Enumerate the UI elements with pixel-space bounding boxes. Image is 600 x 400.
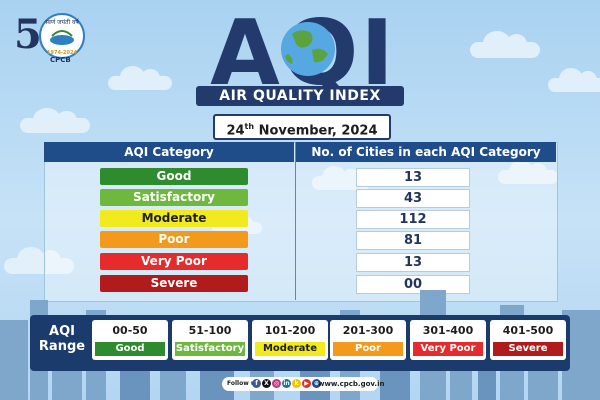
aqi-title: AQI [210, 6, 394, 92]
x-icon[interactable]: X [262, 379, 271, 388]
category-very-poor: Very Poor [100, 253, 248, 270]
range-value: 101-200 [264, 324, 316, 337]
count-good: 13 [356, 168, 470, 187]
cloud-decoration [20, 107, 90, 133]
cloud-decoration [108, 66, 172, 90]
category-moderate: Moderate [100, 210, 248, 227]
count-satisfactory: 43 [356, 189, 470, 208]
date-suffix: th [244, 122, 255, 131]
range-category-name: Severe [493, 342, 563, 356]
range-category-name: Very Poor [413, 342, 483, 356]
category-poor: Poor [100, 231, 248, 248]
aqi-range-label: AQI Range [36, 324, 88, 354]
logo-hindi-tagline: स्वर्ण जयंती वर्ष [45, 18, 80, 26]
table-divider [295, 142, 296, 300]
globe-icon [281, 22, 335, 76]
range-value: 401-500 [502, 324, 554, 337]
range-value: 201-300 [342, 324, 394, 337]
globe-icon[interactable]: ⊕ [312, 379, 321, 388]
logo-org-name: CPCB [50, 56, 71, 64]
linkedin-icon[interactable]: in [282, 379, 291, 388]
category-severe: Severe [100, 275, 248, 292]
range-category-name: Satisfactory [175, 342, 245, 356]
date-rest: November, 2024 [254, 123, 378, 139]
count-moderate: 112 [356, 210, 470, 229]
follow-label: Follow us: [227, 380, 262, 387]
aqi-subtitle: AIR QUALITY INDEX [196, 86, 404, 106]
range-value: 51-100 [188, 324, 232, 337]
website-link[interactable]: www.cpcb.gov.in [318, 380, 385, 388]
instagram-icon[interactable]: ◎ [272, 379, 281, 388]
cloud-decoration [312, 166, 370, 190]
koo-icon[interactable]: k [292, 379, 301, 388]
youtube-icon[interactable]: ▶ [302, 379, 311, 388]
range-value: 00-50 [112, 324, 148, 337]
column-header-count: No. of Cities in each AQI Category [296, 142, 556, 162]
range-value: 301-400 [422, 324, 474, 337]
range-category-name: Good [95, 342, 165, 356]
count-very-poor: 13 [356, 253, 470, 272]
category-satisfactory: Satisfactory [100, 189, 248, 206]
count-poor: 81 [356, 231, 470, 250]
category-good: Good [100, 168, 248, 185]
facebook-icon[interactable]: f [252, 379, 261, 388]
range-category-name: Moderate [255, 342, 325, 356]
cpcb-logo: 50 स्वर्ण जयंती वर्ष 1974-2024 [14, 11, 85, 59]
cloud-decoration [470, 30, 540, 58]
cloud-decoration [498, 160, 558, 184]
logo-years: 1974-2024 [47, 50, 77, 56]
range-label-line1: AQI [49, 324, 75, 339]
date-day: 24 [226, 123, 245, 139]
column-header-category: AQI Category [44, 142, 294, 162]
range-label-line2: Range [38, 339, 86, 354]
count-severe: 00 [356, 275, 470, 294]
range-category-name: Poor [333, 342, 403, 356]
report-date: 24th November, 2024 [213, 114, 391, 140]
cloud-decoration [548, 68, 600, 92]
cloud-decoration [4, 246, 74, 274]
